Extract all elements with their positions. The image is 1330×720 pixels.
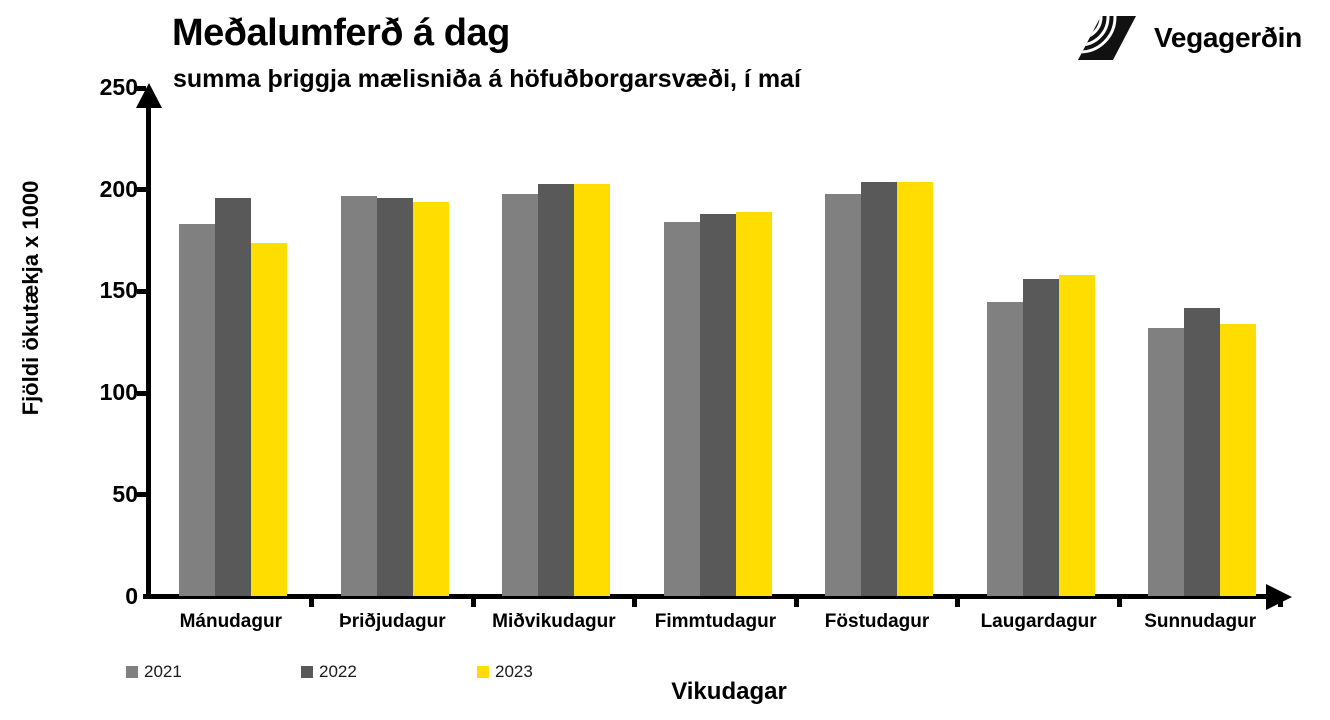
y-tick-mark-200 (137, 187, 147, 193)
legend-swatch-2022 (301, 666, 313, 678)
x-tick-mark-2 (470, 599, 476, 607)
bar-2021-föstudagur (825, 193, 862, 597)
bar-2023-þriðjudagur (412, 201, 449, 597)
y-tick-label-0: 0 (125, 582, 138, 609)
vegagerdin-logo-text: Vegagerðin (1154, 22, 1302, 53)
bar-2021-laugardagur (986, 301, 1023, 597)
bar-2021-mánudagur (179, 224, 215, 597)
legend-item-2022: 2022 (301, 662, 357, 682)
x-axis-line (143, 594, 1271, 599)
bar-2021-miðvikudagur (502, 193, 539, 597)
chart-subtitle: summa þriggja mælisniða á höfuðborgarsvæ… (173, 65, 801, 93)
x-tick-label-fimmtudagur: Fimmtudagur (654, 611, 777, 632)
x-tick-label-sunnudagur: Sunnudagur (1144, 611, 1257, 632)
y-tick-label-100: 100 (99, 379, 138, 406)
x-tick-label-þriðjudagur: Þriðjudagur (339, 611, 446, 632)
y-tick-mark-50 (137, 492, 147, 498)
bar-2022-þriðjudagur (376, 197, 413, 597)
x-tick-mark-5 (955, 599, 961, 607)
bar-2023-mánudagur (251, 242, 287, 597)
bar-2021-fimmtudagur (663, 222, 700, 597)
y-tick-mark-250 (136, 85, 146, 91)
legend-swatch-2023 (477, 666, 489, 678)
chart-title: Meðalumferð á dag (172, 12, 510, 54)
x-tick-label-miðvikudagur: Miðvikudagur (492, 611, 616, 632)
x-tick-mark-1 (309, 599, 315, 607)
y-axis-line (146, 103, 151, 599)
bar-2022-mánudagur (215, 197, 251, 597)
bar-2023-miðvikudagur (574, 183, 611, 597)
bar-2021-sunnudagur (1148, 328, 1185, 597)
x-tick-mark-4 (793, 599, 799, 607)
legend-label-2021: 2021 (144, 662, 182, 681)
bar-2023-laugardagur (1058, 275, 1095, 597)
x-tick-mark-6 (1116, 599, 1122, 607)
y-tick-label-50: 50 (112, 480, 138, 507)
legend-label-2022: 2022 (319, 662, 357, 681)
x-tick-label-laugardagur: Laugardagur (980, 611, 1097, 632)
vegagerdin-logo-icon (1078, 16, 1136, 60)
bar-2022-fimmtudagur (699, 214, 736, 597)
bar-2022-laugardagur (1022, 279, 1059, 597)
legend-item-2023: 2023 (477, 662, 533, 682)
bar-2022-miðvikudagur (538, 183, 575, 597)
x-tick-mark-3 (632, 599, 638, 607)
legend-item-2021: 2021 (126, 662, 182, 682)
y-tick-label-200: 200 (99, 175, 138, 202)
y-tick-label-250: 250 (99, 74, 138, 100)
x-tick-label-mánudagur: Mánudagur (179, 611, 282, 632)
bar-2021-þriðjudagur (340, 195, 377, 597)
bar-2022-föstudagur (861, 181, 898, 597)
x-axis-title: Vikudagar (671, 678, 787, 705)
bar-2023-fimmtudagur (735, 212, 772, 597)
legend-label-2023: 2023 (495, 662, 533, 681)
y-tick-mark-100 (137, 390, 147, 396)
vegagerdin-logo: Vegagerðin (1078, 16, 1302, 60)
legend-swatch-2021 (126, 666, 138, 678)
x-tick-mark-7 (1278, 599, 1284, 607)
bar-2023-föstudagur (897, 181, 934, 597)
bar-2023-sunnudagur (1220, 323, 1257, 597)
y-tick-label-150: 150 (99, 277, 138, 304)
y-tick-mark-150 (137, 288, 147, 294)
bar-2022-sunnudagur (1184, 307, 1221, 597)
x-tick-label-föstudagur: Föstudagur (824, 611, 930, 632)
